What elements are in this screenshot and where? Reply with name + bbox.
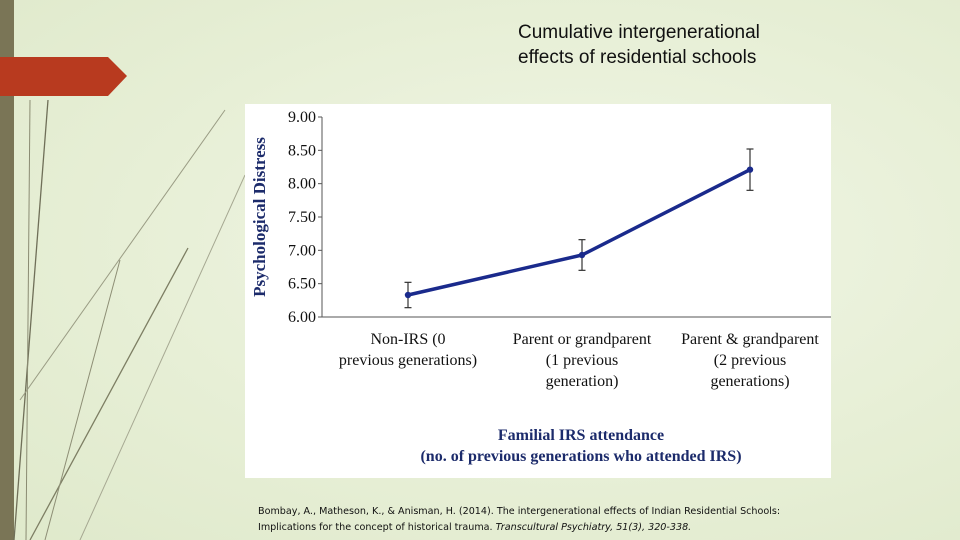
y-axis-label-group: Psychological Distress <box>250 137 269 297</box>
accent-arrow-shape <box>0 57 127 96</box>
x-category-label: Non-IRS (0 <box>370 331 445 348</box>
x-category-label: Parent or grandparent <box>513 331 652 348</box>
y-tick-label: 6.00 <box>288 309 316 326</box>
x-category-label: (1 previous <box>546 352 618 369</box>
x-axis-label: (no. of previous generations who attende… <box>420 448 741 465</box>
x-axis-label: Familial IRS attendance <box>498 427 664 444</box>
deco-line <box>79 174 246 540</box>
title-line-1: Cumulative intergenerational <box>518 22 760 43</box>
y-tick-labels: 6.00 6.50 7.00 7.50 8.00 8.50 9.00 <box>288 109 322 326</box>
chart-panel: 6.00 6.50 7.00 7.50 8.00 8.50 9.00 Non-IRS (0 p… <box>245 104 831 478</box>
y-tick-label: 9.00 <box>288 109 316 126</box>
data-line <box>407 168 751 297</box>
citation-part-2: Implications for the concept of historic… <box>258 522 493 533</box>
data-point <box>746 166 754 173</box>
line-chart: 6.00 6.50 7.00 7.50 8.00 8.50 9.00 Non-IRS (0 p… <box>250 109 831 465</box>
title-line-2: effects of residential schools <box>518 47 757 68</box>
x-axis-label-group: Familial IRS attendance (no. of previous … <box>420 427 741 465</box>
data-point <box>404 291 412 299</box>
x-category-label: generation) <box>546 373 619 390</box>
x-category-label: Parent & grandparent <box>681 331 819 348</box>
y-tick-label: 7.00 <box>288 242 316 259</box>
x-category-label: (2 previous <box>714 352 786 369</box>
deco-line <box>29 247 189 540</box>
y-tick-label: 7.50 <box>288 209 316 226</box>
citation: Bombay, A., Matheson, K., & Anisman, H. … <box>258 504 858 536</box>
x-category-label: generations) <box>710 373 789 390</box>
deco-line <box>19 109 226 401</box>
citation-part-1: Bombay, A., Matheson, K., & Anisman, H. … <box>258 506 781 517</box>
series-line <box>404 148 754 309</box>
data-point <box>578 251 586 259</box>
x-category-label: previous generations) <box>339 352 477 369</box>
y-tick-label: 8.50 <box>288 142 316 159</box>
citation-journal: Transcultural Psychiatry, 51(3), 320-338… <box>495 522 692 533</box>
deco-line <box>25 99 31 540</box>
y-tick-label: 8.00 <box>288 176 316 193</box>
deco-line <box>44 259 121 540</box>
decorative-lines <box>0 57 246 540</box>
chart-axes <box>321 117 831 318</box>
slide-title: Cumulative intergenerational effects of … <box>518 20 938 70</box>
deco-line <box>13 99 49 540</box>
y-tick-label: 6.50 <box>288 276 316 293</box>
y-axis-label: Psychological Distress <box>250 137 269 297</box>
x-category-labels: Non-IRS (0 previous generations) Parent or… <box>339 331 820 390</box>
left-accent-bar <box>0 0 14 540</box>
